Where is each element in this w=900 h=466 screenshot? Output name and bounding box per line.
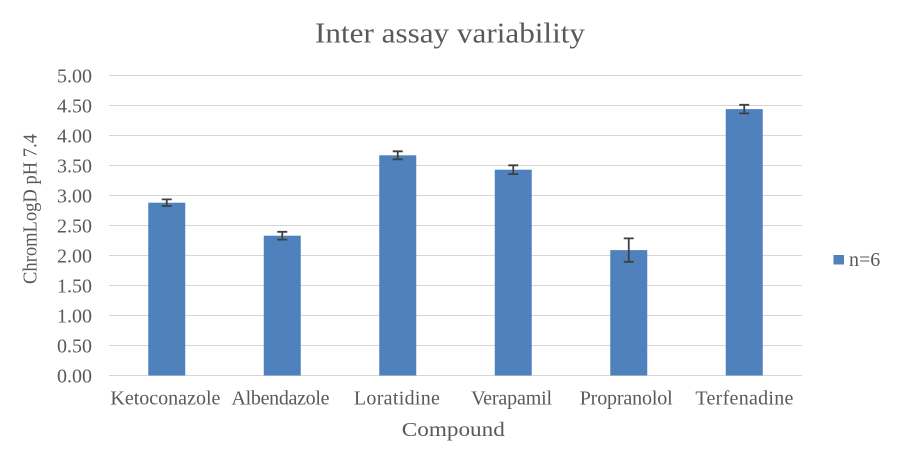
svg-text:ChromLogD pH 7.4: ChromLogD pH 7.4 xyxy=(20,134,42,284)
svg-text:Ketoconazole: Ketoconazole xyxy=(110,388,220,410)
svg-text:Verapamil: Verapamil xyxy=(471,388,552,410)
svg-text:1.50: 1.50 xyxy=(57,276,92,298)
svg-text:Terfenadine: Terfenadine xyxy=(695,388,793,410)
svg-text:0.00: 0.00 xyxy=(57,366,92,388)
svg-text:Compound: Compound xyxy=(402,419,505,441)
svg-text:Albendazole: Albendazole xyxy=(232,388,330,410)
svg-text:2.50: 2.50 xyxy=(57,216,92,238)
svg-text:n=6: n=6 xyxy=(849,249,880,271)
svg-text:0.50: 0.50 xyxy=(57,336,92,358)
svg-text:3.50: 3.50 xyxy=(57,156,92,178)
svg-text:1.00: 1.00 xyxy=(57,306,92,328)
svg-text:5.00: 5.00 xyxy=(57,66,92,88)
svg-text:Loratidine: Loratidine xyxy=(354,388,440,410)
svg-text:Propranolol: Propranolol xyxy=(580,388,673,410)
svg-text:3.00: 3.00 xyxy=(57,186,92,208)
svg-text:4.50: 4.50 xyxy=(57,96,92,118)
svg-text:Inter assay variability: Inter assay variability xyxy=(315,19,585,50)
svg-text:4.00: 4.00 xyxy=(57,126,92,148)
svg-text:2.00: 2.00 xyxy=(57,246,92,268)
